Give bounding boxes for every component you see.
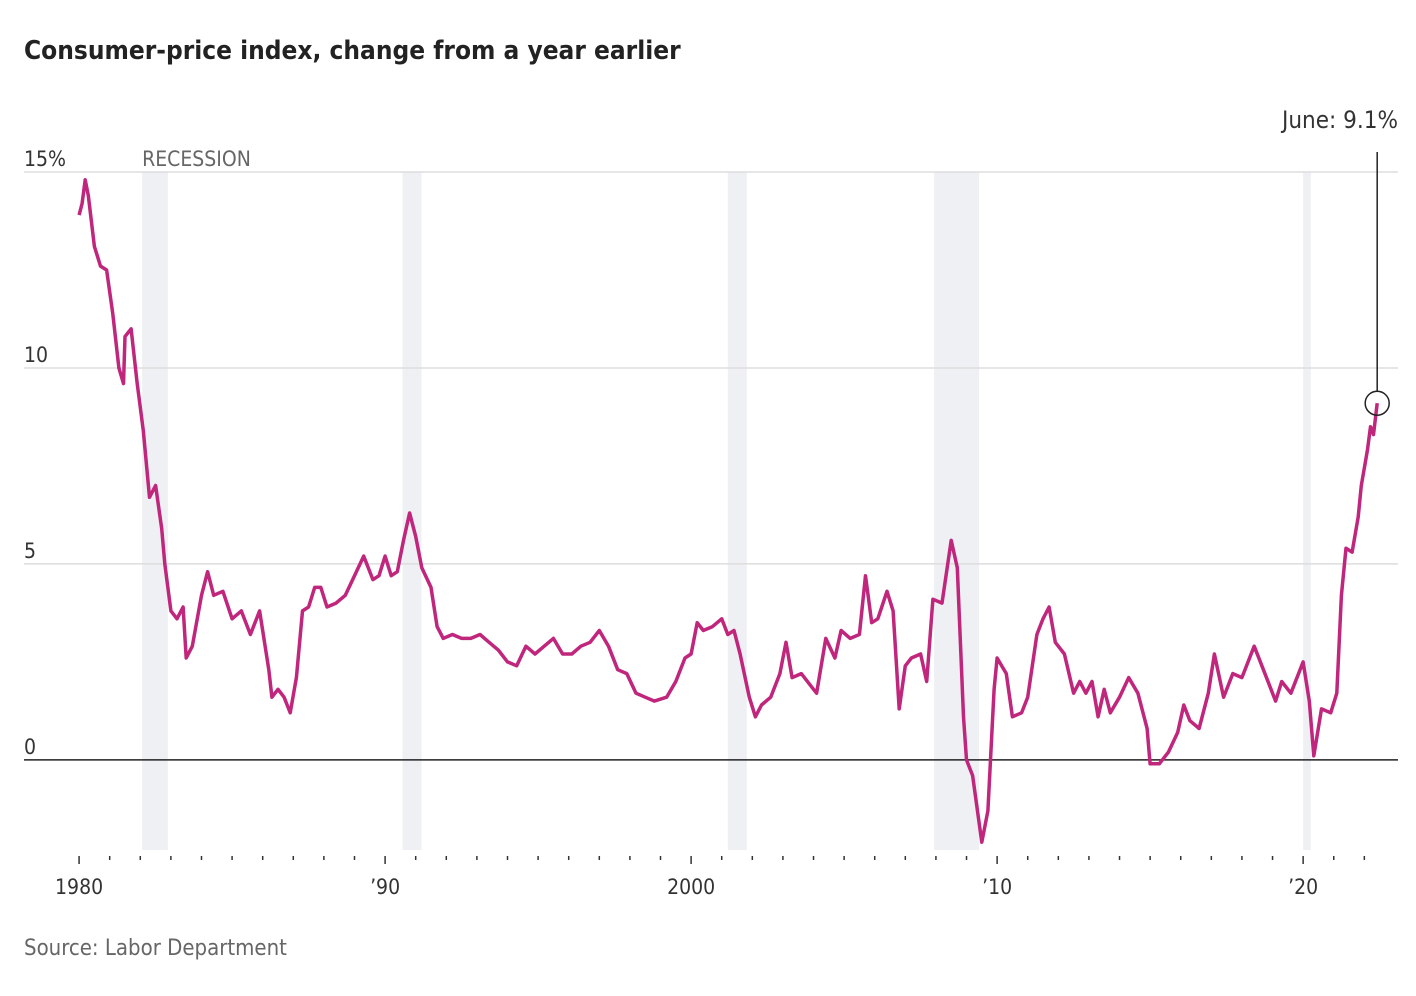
annotation-marker [1364,390,1390,416]
recession-band [1303,172,1311,850]
y-tick-label: 15% [24,147,66,171]
recession-label: RECESSION [142,147,251,171]
recession-band [934,172,980,850]
x-tick-label: 2000 [667,875,715,899]
chart-title: Consumer-price index, change from a year… [24,36,681,66]
x-tick-label: ’10 [982,875,1012,899]
recession-band [142,172,168,850]
x-tick-label: 1980 [55,875,103,899]
cpi-line [77,178,1379,844]
source: Source: Labor Department [24,936,287,961]
recession-band [402,172,422,850]
y-tick-label: 0 [24,735,36,759]
y-tick-label: 5 [24,539,36,563]
x-tick-label: ’20 [1288,875,1318,899]
y-tick-label: 10 [24,343,48,367]
recession-band [727,172,747,850]
x-tick-label: ’90 [370,875,400,899]
annotation-label: June: 9.1% [1280,106,1398,134]
